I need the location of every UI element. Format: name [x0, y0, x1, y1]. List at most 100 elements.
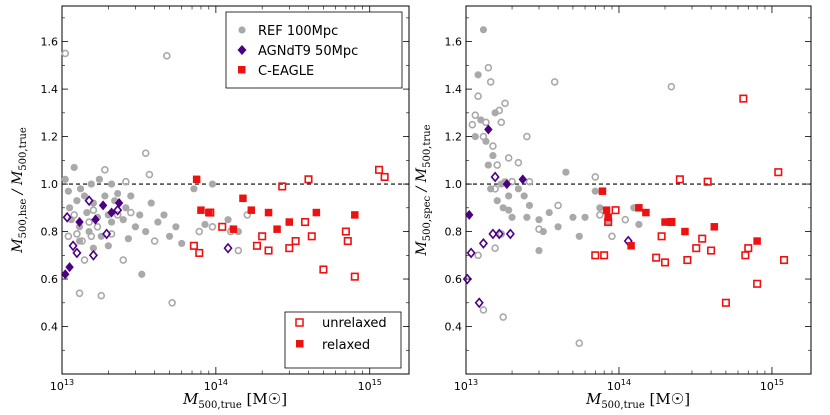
point-ref-100mpc-relaxed: [493, 197, 501, 205]
point-c-eagle-unrelaxed: [307, 232, 316, 241]
point-ref-100mpc-relaxed: [474, 71, 482, 79]
point-ref-100mpc-unrelaxed: [243, 211, 252, 219]
point-ref-100mpc-unrelaxed: [575, 339, 584, 347]
legend-agn-label: AGNdT9 50Mpc: [258, 44, 358, 59]
point-c-eagle-unrelaxed: [611, 206, 620, 215]
legend-ceagle-marker: [238, 66, 246, 74]
legend-unrelaxed-marker: [295, 318, 304, 327]
point-ref-100mpc-unrelaxed: [113, 211, 122, 219]
point-ref-100mpc-relaxed: [127, 192, 135, 200]
point-agndt9-50mpc-unrelaxed: [494, 228, 504, 240]
point-c-eagle-unrelaxed: [667, 218, 676, 227]
point-ref-100mpc-relaxed: [520, 192, 528, 200]
right-data-points: [462, 26, 811, 347]
point-agndt9-50mpc-relaxed: [61, 269, 70, 280]
point-agndt9-50mpc-unrelaxed: [62, 211, 72, 223]
point-c-eagle-unrelaxed: [285, 244, 294, 253]
point-ref-100mpc-relaxed: [479, 26, 488, 34]
point-c-eagle-relaxed: [239, 194, 247, 203]
legend-agn-marker: [237, 45, 247, 55]
point-ref-100mpc-relaxed: [471, 132, 479, 141]
y-tick-label-right: 1.6: [445, 36, 463, 49]
point-c-eagle-relaxed: [285, 218, 294, 226]
point-ref-100mpc-unrelaxed: [495, 106, 504, 115]
point-c-eagle-unrelaxed: [744, 244, 753, 253]
point-ref-100mpc-relaxed: [76, 185, 85, 193]
y-tick-label-left: 0.4: [41, 321, 59, 334]
point-c-eagle-unrelaxed: [319, 265, 328, 274]
point-c-eagle-unrelaxed: [341, 227, 350, 236]
point-ref-100mpc-unrelaxed: [596, 211, 604, 219]
point-ref-100mpc-relaxed: [147, 199, 155, 207]
point-ref-100mpc-relaxed: [107, 218, 116, 226]
y-tick-label-left: 0.8: [41, 226, 59, 239]
point-c-eagle-unrelaxed: [753, 279, 762, 288]
point-ref-100mpc-unrelaxed: [482, 118, 490, 127]
point-ref-100mpc-relaxed: [554, 223, 562, 231]
point-c-eagle-unrelaxed: [258, 232, 267, 241]
point-ref-100mpc-unrelaxed: [78, 237, 86, 245]
point-ref-100mpc-relaxed: [535, 246, 543, 255]
point-ref-100mpc-unrelaxed: [70, 211, 78, 219]
y-tick-label-left: 1.0: [41, 178, 59, 191]
legend-ref-marker: [238, 26, 246, 34]
point-ref-100mpc-relaxed: [142, 227, 150, 236]
point-c-eagle-relaxed: [710, 223, 719, 231]
point-ref-100mpc-relaxed: [70, 163, 78, 172]
point-ref-100mpc-unrelaxed: [479, 306, 488, 314]
left-x-axis-label: M500,true [M☉]: [182, 390, 287, 411]
point-c-eagle-unrelaxed: [591, 251, 600, 260]
point-c-eagle-unrelaxed: [218, 222, 227, 231]
y-tick-label-left: 1.4: [41, 83, 59, 96]
point-ref-100mpc-relaxed: [136, 211, 144, 219]
point-ref-100mpc-relaxed: [591, 187, 599, 195]
point-ref-100mpc-relaxed: [107, 180, 116, 188]
point-ref-100mpc-unrelaxed: [97, 291, 106, 300]
point-ref-100mpc-unrelaxed: [168, 298, 176, 307]
point-ref-100mpc-relaxed: [635, 220, 643, 229]
point-ref-100mpc-unrelaxed: [535, 225, 543, 233]
point-ref-100mpc-relaxed: [87, 180, 95, 188]
point-ref-100mpc-relaxed: [562, 168, 570, 176]
point-c-eagle-unrelaxed: [189, 241, 198, 250]
point-ref-100mpc-relaxed: [201, 220, 209, 229]
point-ref-100mpc-relaxed: [114, 189, 122, 198]
point-c-eagle-unrelaxed: [380, 172, 389, 181]
point-ref-100mpc-unrelaxed: [493, 161, 502, 169]
point-ref-100mpc-relaxed: [160, 211, 168, 219]
y-tick-label-right: 1.4: [445, 83, 463, 96]
point-ref-100mpc-unrelaxed: [474, 92, 482, 101]
point-ref-100mpc-unrelaxed: [486, 78, 495, 86]
right-plot-frame: [465, 5, 812, 375]
point-ref-100mpc-relaxed: [83, 208, 91, 217]
point-ref-100mpc-relaxed: [596, 204, 604, 212]
point-ref-100mpc-unrelaxed: [93, 223, 102, 231]
point-ref-100mpc-relaxed: [64, 187, 72, 195]
point-c-eagle-relaxed: [351, 211, 359, 219]
point-ref-100mpc-unrelaxed: [163, 52, 171, 60]
legend-state-box: [284, 311, 402, 369]
point-ref-100mpc-unrelaxed: [525, 177, 534, 186]
point-ref-100mpc-relaxed: [172, 223, 180, 231]
point-ref-100mpc-relaxed: [138, 270, 146, 278]
point-ref-100mpc-relaxed: [165, 232, 174, 240]
point-c-eagle-unrelaxed: [375, 165, 384, 174]
point-c-eagle-relaxed: [197, 206, 205, 214]
point-ref-100mpc-relaxed: [523, 213, 531, 221]
point-agndt9-50mpc-unrelaxed: [72, 247, 82, 259]
point-ref-100mpc-unrelaxed: [141, 149, 150, 157]
legend-ceagle-label: C-EAGLE: [258, 64, 314, 79]
point-c-eagle-relaxed: [264, 208, 273, 217]
point-agndt9-50mpc-relaxed: [91, 214, 100, 225]
point-c-eagle-relaxed: [273, 225, 281, 233]
point-ref-100mpc-relaxed: [104, 242, 112, 250]
point-ref-100mpc-unrelaxed: [479, 132, 488, 141]
legend-ref-label: REF 100Mpc: [258, 24, 338, 39]
point-c-eagle-unrelaxed: [600, 251, 609, 260]
point-ref-100mpc-relaxed: [131, 223, 140, 231]
point-c-eagle-relaxed: [229, 225, 238, 233]
y-tick-label-right: 0.6: [445, 273, 463, 286]
point-ref-100mpc-relaxed: [208, 180, 217, 188]
point-agndt9-50mpc-relaxed: [98, 200, 108, 211]
